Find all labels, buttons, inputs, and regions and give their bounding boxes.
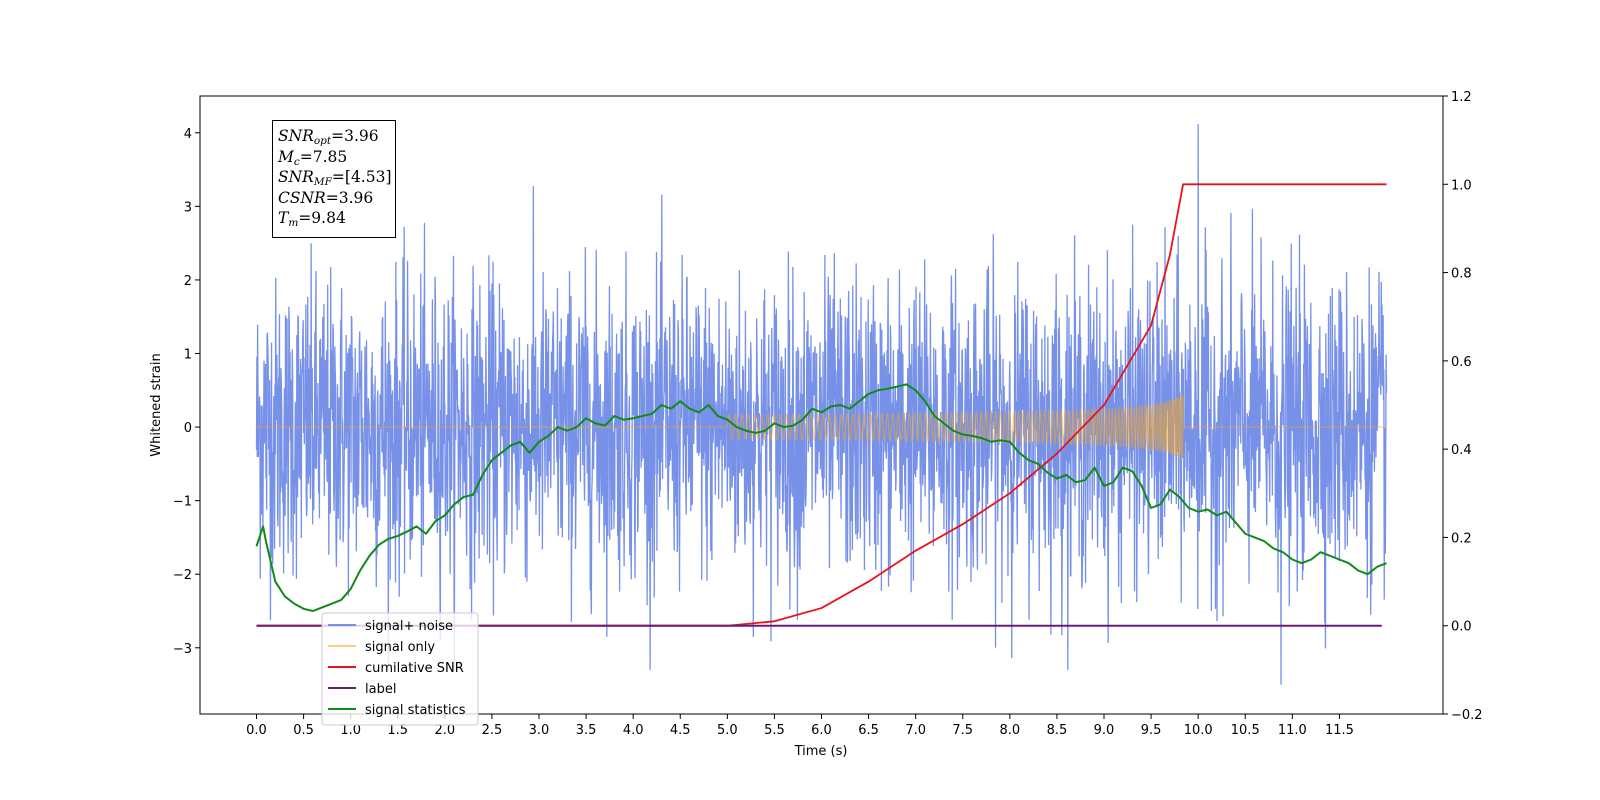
x-tick-label: 5.0 (717, 723, 738, 738)
info-annotation-box: SNRopt=3.96 Mc=7.85 SNRMF=[4.53] CSNR=3.… (272, 120, 396, 238)
x-tick-label: 0.5 (293, 723, 314, 738)
x-tick-label: 10.0 (1184, 723, 1213, 738)
x-tick-label: 0.0 (246, 723, 267, 738)
legend-label: cumilative SNR (365, 661, 464, 676)
y2-tick-label: 1.0 (1451, 178, 1472, 193)
x-tick-label: 5.5 (764, 723, 785, 738)
y-tick-label: 3 (184, 200, 192, 215)
x-tick-label: 4.5 (670, 723, 691, 738)
y-tick-label: 4 (184, 127, 192, 142)
x-tick-label: 6.5 (858, 723, 879, 738)
y2-tick-label: −0.2 (1451, 708, 1483, 723)
y2-tick-label: 0.4 (1451, 443, 1472, 458)
series-cumulative-snr (256, 183, 1387, 627)
x-tick-label: 4.0 (623, 723, 644, 738)
y-tick-label: −2 (173, 568, 192, 583)
series-signal-noise (255, 123, 1388, 685)
x-axis: 0.0 0.5 1.0 1.5 2.0 2.5 3.0 3.5 4.0 4.5 5.0 5.5 6.0 6… (246, 714, 1354, 738)
y-tick-label: 0 (184, 421, 192, 436)
legend-label: signal only (365, 640, 435, 655)
info-line-tm: Tm=9.84 (278, 209, 346, 229)
x-tick-label: 1.0 (340, 723, 361, 738)
info-line-snr-opt: SNRopt=3.96 (278, 127, 379, 147)
x-tick-label: 3.5 (576, 723, 597, 738)
x-tick-label: 8.0 (999, 723, 1020, 738)
legend-label: signal statistics (365, 703, 466, 718)
y2-tick-label: 0.2 (1451, 531, 1472, 546)
legend-box (321, 612, 479, 726)
x-tick-label: 11.0 (1278, 723, 1307, 738)
x-tick-label: 3.0 (529, 723, 550, 738)
info-line-mc: Mc=7.85 (278, 147, 348, 168)
y-axis-title: Whitened strain (149, 353, 164, 456)
series-signal-statistics (255, 383, 1387, 612)
y2-tick-label: 0.6 (1451, 355, 1472, 370)
x-tick-label: 6.0 (811, 723, 832, 738)
x-tick-label: 8.5 (1047, 723, 1068, 738)
y-axis-left: −3 −2 −1 0 1 2 3 4 (173, 127, 200, 657)
x-tick-label: 7.5 (952, 723, 973, 738)
x-tick-label: 9.5 (1141, 723, 1162, 738)
legend-label: label (365, 682, 396, 697)
plot-layer (255, 123, 1388, 685)
info-line-csnr: CSNR=3.96 (278, 188, 374, 207)
y-tick-label: 1 (184, 348, 192, 363)
x-tick-label: 9.0 (1094, 723, 1115, 738)
x-tick-label: 10.5 (1231, 723, 1260, 738)
x-tick-label: 11.5 (1325, 723, 1354, 738)
y2-tick-label: 0.0 (1451, 620, 1472, 635)
plot-area (255, 123, 1388, 685)
x-tick-label: 2.5 (482, 723, 503, 738)
x-axis-title: Time (s) (794, 744, 848, 759)
y2-tick-label: 1.2 (1451, 90, 1472, 105)
x-tick-label: 7.0 (905, 723, 926, 738)
x-tick-label: 2.0 (434, 723, 455, 738)
series-signal-only (256, 393, 1387, 460)
y-tick-label: −3 (173, 642, 192, 657)
y2-tick-label: 0.8 (1451, 267, 1472, 282)
info-line-snr-mf: SNRMF=[4.53] (278, 168, 392, 188)
y-tick-label: 2 (184, 274, 192, 289)
x-tick-label: 1.5 (387, 723, 408, 738)
legend: signal+ noise signal only cumilative SNR la… (321, 612, 479, 726)
y-tick-label: −1 (173, 495, 192, 510)
y-axis-right: −0.2 0.0 0.2 0.4 0.6 0.8 1.0 1.2 (1443, 90, 1483, 723)
legend-label: signal+ noise (365, 619, 453, 634)
